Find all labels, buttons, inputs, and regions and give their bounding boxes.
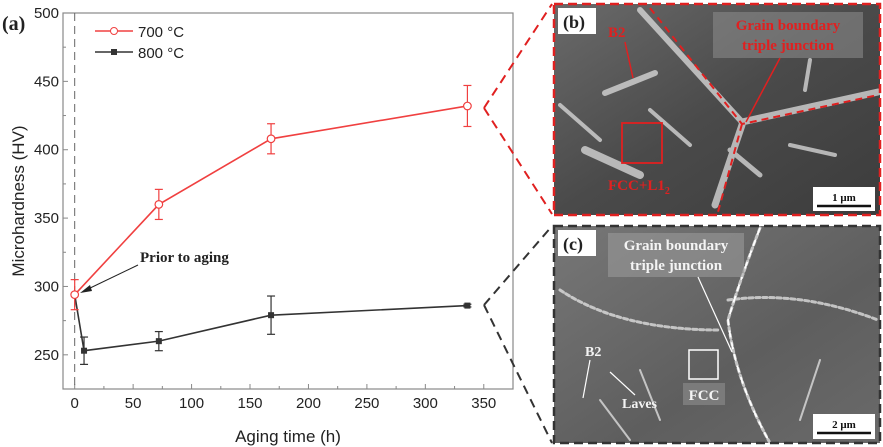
legend: 700 °C 800 °C — [95, 24, 184, 62]
panel-label-a: (a) — [2, 13, 25, 35]
legend-marker-800 — [111, 49, 117, 55]
y-tick-label: 500 — [34, 5, 59, 22]
legend-label-800: 800 °C — [138, 45, 184, 62]
data-point — [154, 200, 164, 209]
microhardness-chart: 0 50 100 150 200 250 300 350250300350400450500 … — [2, 5, 514, 446]
x-tick-label: 250 — [354, 395, 379, 412]
y-tick-label: 350 — [34, 210, 59, 227]
label-laves: Laves — [622, 397, 658, 412]
label-gb-b-1: Grain boundary — [736, 18, 841, 34]
x-tick-label: 100 — [179, 395, 204, 412]
data-point — [70, 290, 80, 300]
data-point — [81, 347, 88, 354]
data-point — [463, 101, 472, 111]
data-point — [155, 338, 162, 345]
x-axis-label: Aging time (h) — [235, 427, 341, 446]
y-tick-label: 250 — [34, 347, 59, 364]
sem-panel-c: (c) Grain boundary triple junction B2 La… — [552, 224, 882, 445]
x-tick-label: 150 — [237, 395, 262, 412]
arrow-icon — [80, 285, 92, 293]
data-point — [266, 134, 276, 144]
label-gb-c-1: Grain boundary — [624, 238, 729, 254]
label-b2: B2 — [608, 25, 626, 41]
data-point — [464, 302, 471, 309]
x-tick-label: 0 — [71, 395, 79, 412]
legend-label-700: 700 °C — [138, 24, 184, 41]
annotation-text: Prior to aging — [140, 250, 229, 266]
region-box-c — [688, 349, 719, 380]
label-b2-c: B2 — [585, 345, 601, 360]
sem-panel-b: (b) B2 Grain boundary triple junction FC… — [552, 2, 882, 217]
panel-label-b: (b) — [563, 12, 585, 33]
x-tick-label: 200 — [296, 395, 321, 412]
zoom-connectors — [483, 3, 553, 444]
region-box-b — [621, 122, 663, 164]
data-point — [268, 312, 275, 319]
label-fcc: FCC — [689, 388, 720, 404]
legend-marker-700 — [110, 27, 118, 35]
x-tick-label: 300 — [413, 395, 438, 412]
label-gb-b-2: triple junction — [742, 38, 835, 54]
y-tick-label: 300 — [34, 278, 59, 295]
annotation-prior-to-aging: Prior to aging — [80, 250, 229, 293]
y-tick-label: 450 — [34, 73, 59, 90]
x-tick-label: 50 — [125, 395, 142, 412]
x-tick-label: 350 — [471, 395, 496, 412]
scale-label-b: 1 μm — [832, 192, 856, 204]
y-axis-label: Microhardness (HV) — [9, 125, 28, 276]
label-gb-c-2: triple junction — [630, 258, 723, 274]
label-fcc-l12: FCC+L12 — [608, 178, 670, 197]
plot-frame — [62, 12, 514, 390]
panel-frame-b — [552, 2, 882, 217]
scale-label-c: 2 μm — [832, 419, 856, 431]
panel-frame-c — [552, 224, 882, 445]
y-tick-label: 400 — [34, 142, 59, 159]
panel-label-c: (c) — [563, 234, 583, 255]
series-line — [74, 105, 468, 296]
